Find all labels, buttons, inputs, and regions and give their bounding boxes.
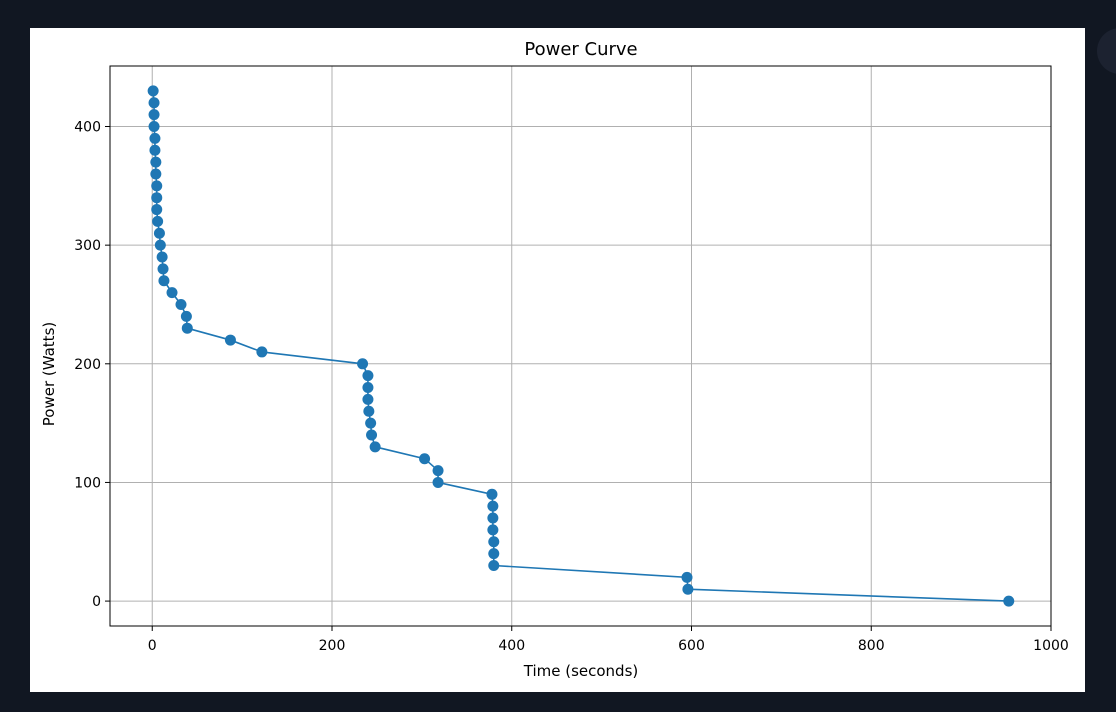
power-curve-chart: 0 200 400 600 800 1000 0 100 200 300 400 Power Cu… <box>40 39 1069 680</box>
data-point <box>256 346 268 358</box>
data-point <box>365 417 377 429</box>
data-point <box>369 441 381 453</box>
corner-button[interactable] <box>1097 28 1116 74</box>
data-point <box>486 488 498 500</box>
data-point <box>366 429 378 441</box>
series-line <box>152 90 1009 602</box>
data-point <box>151 180 163 192</box>
chart-title: Power Curve <box>524 39 637 60</box>
data-point <box>488 548 500 560</box>
data-point <box>488 536 500 548</box>
data-point <box>148 97 160 109</box>
y-tick-label: 200 <box>74 357 101 373</box>
data-point <box>1003 595 1015 607</box>
grid <box>110 66 1052 626</box>
data-point <box>432 465 444 477</box>
data-point <box>175 298 187 310</box>
y-tick-label: 400 <box>74 120 101 136</box>
x-tick-label: 1000 <box>1033 638 1069 654</box>
data-point <box>166 287 178 299</box>
data-point <box>487 512 499 524</box>
y-axis-label: Power (Watts) <box>40 322 58 426</box>
y-axis-ticks: 0 100 200 300 400 <box>74 120 110 610</box>
data-point <box>149 132 161 144</box>
data-point <box>681 571 693 583</box>
data-point <box>158 275 170 287</box>
x-tick-label: 800 <box>858 638 885 654</box>
data-point <box>682 583 694 595</box>
data-point <box>363 405 375 417</box>
data-point <box>147 85 159 97</box>
data-point <box>149 144 161 156</box>
data-point <box>224 334 236 346</box>
x-axis-ticks: 0 200 400 600 800 1000 <box>148 626 1069 654</box>
data-point <box>357 358 369 370</box>
y-tick-label: 300 <box>74 238 101 254</box>
data-point <box>362 393 374 405</box>
data-points <box>147 85 1015 607</box>
data-point <box>419 453 431 465</box>
data-point <box>432 476 444 488</box>
data-point <box>148 121 160 133</box>
data-point <box>153 227 165 239</box>
data-point <box>180 310 192 322</box>
data-point <box>181 322 193 334</box>
y-tick-label: 100 <box>74 475 101 491</box>
data-point <box>151 204 163 216</box>
data-point <box>150 156 162 168</box>
data-point <box>151 192 163 204</box>
x-axis-label: Time (seconds) <box>523 662 639 680</box>
y-tick-label: 0 <box>92 594 101 610</box>
x-tick-label: 0 <box>148 638 157 654</box>
plot-area-border <box>109 65 1052 627</box>
data-point <box>156 251 168 263</box>
data-point <box>362 370 374 382</box>
x-tick-label: 400 <box>498 638 525 654</box>
data-point <box>152 215 164 227</box>
data-point <box>154 239 166 251</box>
data-point <box>150 168 162 180</box>
data-point <box>488 559 500 571</box>
data-point <box>157 263 169 275</box>
data-point <box>362 382 374 394</box>
data-point <box>487 500 499 512</box>
data-point <box>487 524 499 536</box>
x-tick-label: 200 <box>319 638 346 654</box>
chart-frame: 0 200 400 600 800 1000 0 100 200 300 400 Power Cu… <box>30 28 1085 692</box>
x-tick-label: 600 <box>678 638 705 654</box>
data-point <box>148 109 160 121</box>
